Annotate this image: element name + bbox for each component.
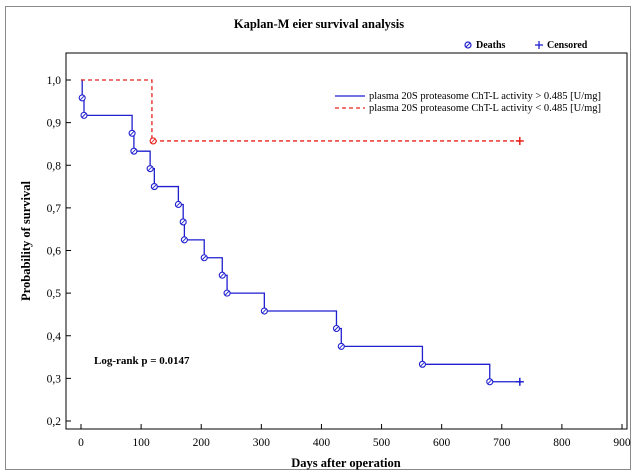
x-tick-label: 500 (373, 437, 391, 449)
death-marker (150, 183, 158, 191)
deaths-marker-icon (464, 41, 472, 49)
death-marker (80, 111, 88, 119)
y-tick-label: 0,2 (47, 416, 62, 428)
death-marker (174, 200, 182, 209)
death-marker (128, 129, 136, 137)
x-tick-label: 0 (78, 437, 84, 449)
plot-area (65, 52, 628, 430)
chart-svg: Kaplan-M eier survival analysis Deaths C… (19, 17, 631, 470)
x-tick-label: 700 (493, 437, 511, 449)
survival-series-0 (78, 79, 524, 386)
censored-marker (515, 377, 524, 386)
death-marker (223, 289, 231, 297)
x-tick-label: 600 (433, 437, 451, 449)
death-marker (418, 360, 426, 368)
y-tick-label: 0,9 (47, 118, 62, 130)
x-tick-label: 100 (132, 437, 150, 449)
chart-title: Kaplan-M eier survival analysis (234, 17, 404, 31)
series-legend: plasma 20S proteasome ChT-L activity > 0… (335, 91, 601, 114)
death-marker (332, 324, 341, 333)
y-tick-label: 0,3 (47, 373, 62, 385)
x-tick-label: 900 (613, 437, 631, 449)
y-tick-label: 0,5 (47, 288, 62, 300)
death-marker (146, 165, 154, 173)
death-marker (486, 378, 494, 386)
survival-step-line (81, 79, 520, 383)
x-axis-label: Days after operation (291, 456, 401, 470)
y-tick-label: 0,6 (47, 246, 62, 258)
death-marker (260, 307, 268, 315)
censored-label: Censored (547, 40, 588, 51)
x-tick-label: 800 (553, 437, 571, 449)
censored-marker (515, 136, 524, 145)
deaths-marker-slash (465, 42, 471, 48)
y-tick-label: 0,4 (47, 331, 62, 343)
survival-step-line (81, 79, 520, 142)
chart-frame: Kaplan-M eier survival analysis Deaths C… (5, 6, 631, 470)
legend-label-low: plasma 20S proteasome ChT-L activity < 0… (369, 103, 601, 114)
y-axis-label: Probability of survival (19, 181, 33, 301)
survival-series-1 (81, 79, 524, 145)
survival-curves (78, 79, 524, 386)
legend-label-high: plasma 20S proteasome ChT-L activity > 0… (369, 91, 601, 102)
death-marker (78, 94, 86, 102)
x-tick-label: 400 (313, 437, 331, 449)
y-tick-label: 0,8 (47, 160, 62, 172)
death-marker (130, 147, 138, 155)
x-tick-label: 200 (193, 437, 211, 449)
marker-legend: Deaths Censored (464, 40, 588, 51)
x-tick-label: 300 (253, 437, 271, 449)
axis-ticks: 0 100 200 300 400 500 600 700 800 900 0,2 0,3 0,4 0,5… (47, 75, 631, 449)
y-tick-label: 0,7 (47, 203, 62, 215)
death-marker (179, 218, 187, 226)
deaths-label: Deaths (476, 40, 506, 51)
death-marker (149, 137, 157, 145)
death-marker (218, 271, 226, 279)
y-tick-label: 1,0 (47, 75, 62, 87)
death-marker (200, 254, 208, 262)
death-marker (180, 236, 188, 244)
death-marker (337, 342, 345, 350)
log-rank-annotation: Log-rank p = 0.0147 (94, 355, 190, 367)
